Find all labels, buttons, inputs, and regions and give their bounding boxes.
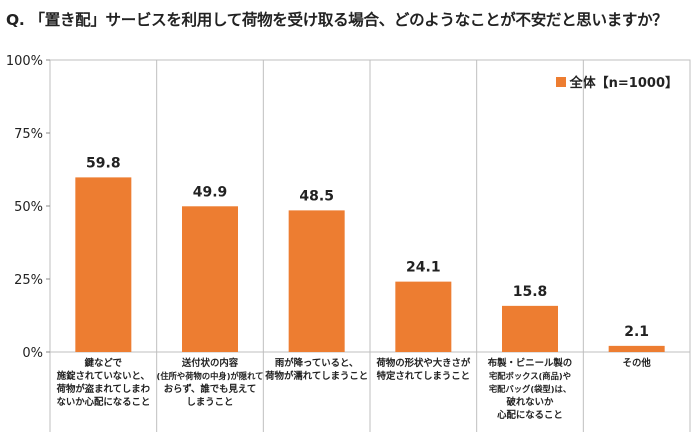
x-tick-label: 心配になること	[497, 410, 563, 421]
legend-swatch	[555, 76, 566, 87]
bar	[502, 305, 558, 352]
x-tick-label: しまうこと	[187, 396, 234, 408]
data-label: 24.1	[406, 260, 441, 276]
x-tick-label: 特定されてしまうこと	[377, 370, 470, 382]
x-tick-label: 破れないか	[507, 396, 555, 408]
x-tick-label: 施錠されていないと、	[56, 370, 150, 382]
bar	[288, 210, 345, 352]
data-label: 2.1	[624, 324, 649, 340]
bar	[182, 206, 238, 352]
data-label: 15.8	[513, 284, 548, 300]
x-tick-label: 送付状の内容	[181, 357, 239, 369]
y-tick-label: 25%	[14, 273, 43, 288]
y-tick-label: 0%	[22, 346, 43, 361]
chart-title: Q. 「置き配」サービスを利用して荷物を受け取る場合、どのようなことが不安だと思…	[6, 11, 668, 29]
x-tick-label: その他	[623, 357, 652, 369]
x-tick-label: 布製・ビニール製の	[488, 357, 572, 369]
y-tick-label: 100%	[6, 54, 43, 69]
x-tick-label: 宅配バッグ(袋型)は、	[489, 384, 571, 394]
bar	[395, 281, 452, 352]
x-tick-label: 雨が降っていると、	[275, 357, 359, 369]
x-tick-label: 荷物の形状や大きさが	[375, 357, 470, 369]
legend-label: 全体【n=1000】	[569, 76, 678, 91]
y-tick-label: 75%	[14, 127, 43, 142]
chart-legend: 全体【n=1000】	[555, 72, 678, 91]
x-tick-label: 宅配ボックス(商品)や	[489, 371, 571, 381]
y-tick-label: 50%	[14, 200, 43, 215]
data-label: 59.8	[86, 155, 121, 171]
x-tick-label: 荷物が濡れてしまうこと	[264, 370, 368, 382]
x-tick-label: 鍵などで	[85, 357, 122, 369]
x-tick-label: 荷物が盗まれてしまわ	[56, 383, 150, 395]
bar	[75, 177, 132, 352]
x-tick-label: ないか心配になること	[56, 397, 150, 408]
x-tick-label: おらず、誰でも見えて	[164, 383, 256, 395]
bar	[608, 345, 665, 352]
x-tick-label: (住所や荷物の中身)が隠れて	[157, 371, 264, 381]
data-label: 48.5	[299, 188, 334, 204]
data-label: 49.9	[193, 184, 228, 200]
